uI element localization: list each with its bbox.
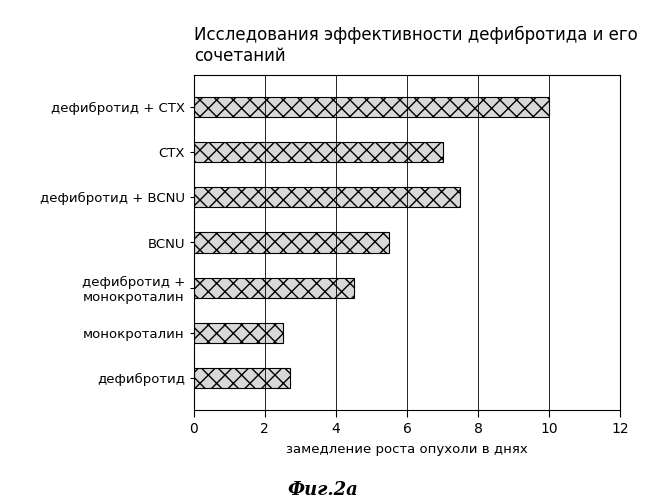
Bar (194, 187, 460, 208)
Bar (194, 278, 354, 298)
Text: Исследования эффективности дефибротида и его
сочетаний: Исследования эффективности дефибротида и… (194, 26, 638, 65)
Bar (194, 232, 389, 252)
Bar (194, 96, 549, 117)
Bar (194, 368, 289, 388)
Text: Фиг.2а: Фиг.2а (287, 481, 359, 499)
X-axis label: замедление роста опухоли в днях: замедление роста опухоли в днях (286, 443, 528, 456)
Bar (194, 323, 283, 343)
Bar (194, 142, 443, 162)
